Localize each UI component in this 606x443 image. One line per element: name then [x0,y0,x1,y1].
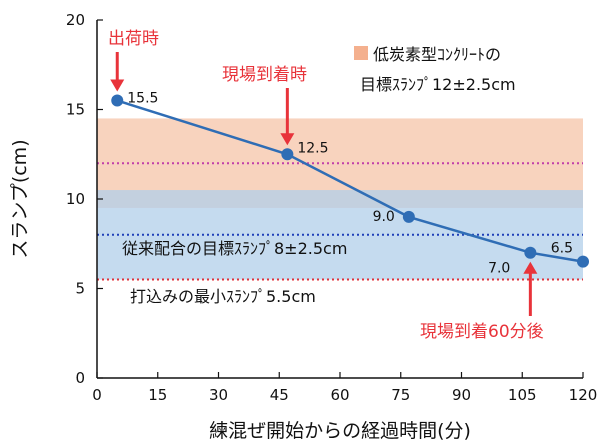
data-label: 15.5 [127,91,158,107]
y-tick-label: 15 [66,101,85,119]
data-point [281,148,294,161]
annotation-label: 出荷時 [108,29,159,49]
x-tick-label: 75 [391,386,410,404]
reference-lines-layer [97,162,583,281]
data-point [524,246,537,259]
data-label: 7.0 [488,261,510,277]
annotation-arrow-head [280,133,295,146]
y-ticks-layer: 0 5 10 15 20 [66,11,103,387]
x-ticks-layer: 0 15 30 45 60 75 90 105 120 [92,372,597,404]
annotation-arrow-head [523,261,538,274]
data-label: 6.5 [551,241,573,257]
data-point [111,94,124,107]
y-tick-label: 10 [66,190,85,208]
series-layer: 15.5 12.5 9.0 7.0 6.5 [111,91,589,277]
legend-marker-low-carbon [354,46,368,60]
x-tick-label: 30 [209,386,228,404]
min-slump-label: 打込みの最小ｽﾗﾝﾌﾟ5.5cm [130,287,316,306]
x-tick-label: 0 [92,386,102,404]
x-axis-label: 練混ぜ開始からの経過時間(分) [209,420,471,442]
x-tick-label: 60 [330,386,349,404]
y-tick-label: 0 [75,369,85,387]
low-carbon-band-label-line1: 低炭素型ｺﾝｸﾘｰﾄの [373,45,501,64]
x-tick-label: 45 [270,386,289,404]
annotation-label: 現場到着60分後 [420,322,544,342]
x-tick-label: 15 [148,386,167,404]
low-carbon-band-label-line2: 目標ｽﾗﾝﾌﾟ12±2.5cm [360,75,516,94]
y-axis-label: スランプ(cm) [9,139,31,258]
annotation-label: 現場到着時 [222,65,307,85]
data-point [577,255,589,268]
conventional-band-label: 従来配合の目標ｽﾗﾝﾌﾟ8±2.5cm [122,239,347,258]
data-label: 9.0 [373,209,395,225]
y-tick-label: 5 [75,280,85,298]
y-tick-label: 20 [66,11,85,29]
data-point [402,210,415,223]
annotation-arrow-head [110,79,125,92]
x-tick-label: 105 [508,386,537,404]
data-label: 12.5 [297,140,328,156]
x-tick-label: 90 [452,386,471,404]
x-tick-label: 120 [569,386,598,404]
